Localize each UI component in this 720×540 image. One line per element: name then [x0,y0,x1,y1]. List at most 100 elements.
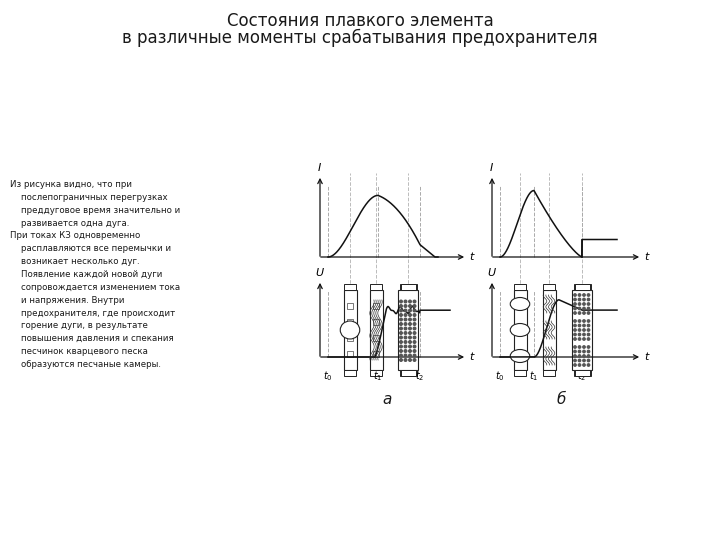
Circle shape [582,294,585,296]
Circle shape [400,332,402,334]
Circle shape [578,364,581,366]
Circle shape [582,312,585,314]
Circle shape [400,327,402,330]
Circle shape [578,329,581,331]
Bar [574,370,590,376]
Circle shape [400,341,402,343]
Circle shape [588,350,590,353]
Bar [373,319,379,325]
Circle shape [578,294,581,296]
Circle shape [413,318,416,321]
Circle shape [404,318,407,321]
Text: $t_1$: $t_1$ [373,369,383,383]
Circle shape [409,336,411,339]
Circle shape [409,327,411,330]
Bar [400,370,415,376]
Circle shape [409,305,411,307]
Bar [513,290,526,370]
Circle shape [404,305,407,307]
Circle shape [409,345,411,348]
Circle shape [578,307,581,310]
Bar [542,290,556,370]
Circle shape [588,325,590,327]
Circle shape [582,329,585,331]
Circle shape [404,336,407,339]
Circle shape [413,323,416,325]
Circle shape [404,300,407,303]
Bar [373,351,379,357]
Circle shape [588,307,590,310]
Bar [572,290,592,370]
Circle shape [409,323,411,325]
Text: а: а [383,392,392,407]
Circle shape [582,338,585,340]
Circle shape [588,359,590,362]
Ellipse shape [510,323,530,336]
Bar [400,284,416,290]
Circle shape [582,359,585,362]
Circle shape [574,338,576,340]
Bar [347,319,353,325]
Circle shape [574,355,576,357]
Text: t: t [469,252,473,262]
Circle shape [413,309,416,312]
Bar [347,335,353,341]
Circle shape [400,300,402,303]
Circle shape [413,332,416,334]
Circle shape [413,345,416,348]
Circle shape [578,303,581,305]
Bar [544,370,554,376]
Circle shape [582,303,585,305]
Circle shape [404,309,407,312]
Bar [515,284,526,290]
Circle shape [588,320,590,322]
Circle shape [400,314,402,316]
Text: Из рисунка видно, что при
    послепограничных перегрузках
    преддуговое время: Из рисунка видно, что при послепограничн… [10,180,180,369]
Circle shape [404,332,407,334]
Circle shape [409,300,411,303]
Circle shape [574,303,576,305]
Circle shape [578,359,581,362]
Circle shape [574,333,576,336]
Ellipse shape [510,298,530,310]
Circle shape [588,303,590,305]
Bar [343,290,356,370]
Circle shape [574,346,576,348]
Circle shape [578,325,581,327]
Circle shape [574,298,576,301]
Circle shape [578,346,581,348]
Bar [515,370,526,376]
Bar [373,303,379,309]
Text: I: I [318,163,320,173]
Circle shape [588,312,590,314]
Circle shape [582,355,585,357]
Circle shape [588,346,590,348]
Circle shape [413,350,416,352]
Bar [544,284,554,290]
Circle shape [588,329,590,331]
Bar [371,284,382,290]
Circle shape [409,309,411,312]
Circle shape [582,307,585,310]
Circle shape [413,327,416,330]
Text: t: t [644,252,649,262]
Circle shape [400,318,402,321]
Circle shape [578,312,581,314]
Circle shape [574,307,576,310]
Text: I: I [490,163,492,173]
Text: $t_0$: $t_0$ [323,369,333,383]
Circle shape [582,320,585,322]
Circle shape [404,359,407,361]
Circle shape [588,298,590,301]
Circle shape [409,332,411,334]
Bar [400,284,415,290]
Circle shape [409,359,411,361]
Circle shape [409,318,411,321]
Circle shape [578,333,581,336]
Circle shape [582,298,585,301]
Bar [575,284,590,290]
Bar [369,290,382,370]
Circle shape [582,325,585,327]
Circle shape [400,354,402,357]
Circle shape [413,305,416,307]
